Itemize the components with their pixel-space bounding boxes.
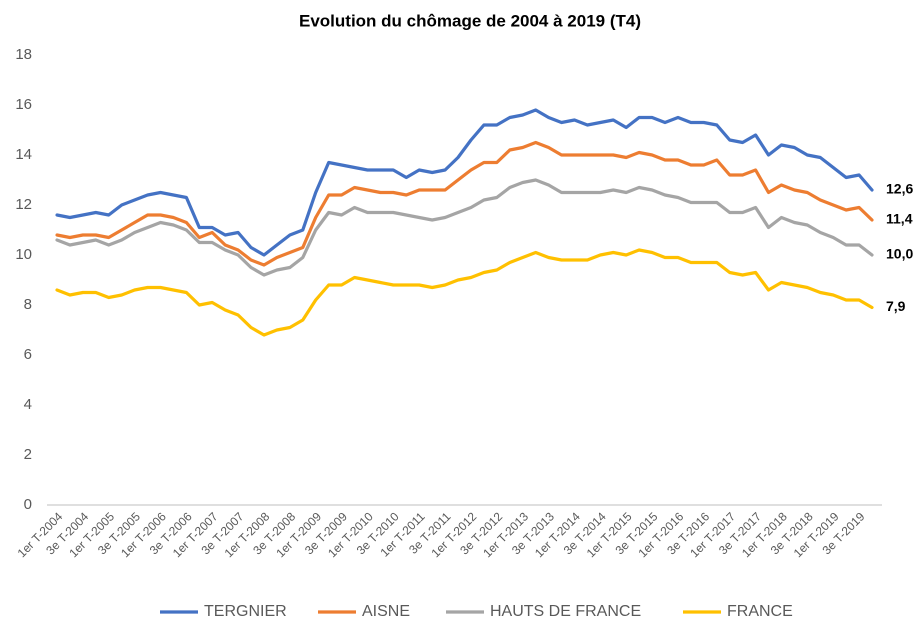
y-tick-label: 4	[24, 396, 32, 413]
y-tick-label: 8	[24, 296, 32, 313]
series-line	[55, 178, 874, 277]
legend-label: TERGNIER	[204, 603, 287, 620]
series-line	[55, 108, 874, 257]
chart-title: Evolution du chômage de 2004 à 2019 (T4)	[299, 11, 641, 30]
y-tick-label: 10	[15, 246, 32, 263]
y-tick-label: 16	[15, 96, 32, 113]
legend-label: FRANCE	[727, 603, 793, 620]
y-tick-label: 0	[24, 496, 32, 513]
legend-label: AISNE	[362, 603, 410, 620]
y-tick-label: 2	[24, 446, 32, 463]
data-label: 11,4	[886, 211, 913, 227]
y-tick-label: 12	[15, 196, 32, 213]
y-tick-label: 6	[24, 346, 32, 363]
y-tick-label: 14	[15, 146, 32, 163]
data-label: 12,6	[886, 181, 913, 197]
data-label: 10,0	[886, 246, 913, 262]
series-line	[55, 248, 874, 337]
data-label: 7,9	[886, 298, 906, 314]
legend-label: HAUTS DE FRANCE	[490, 603, 641, 620]
y-tick-label: 18	[15, 46, 32, 63]
series-line	[55, 140, 874, 267]
